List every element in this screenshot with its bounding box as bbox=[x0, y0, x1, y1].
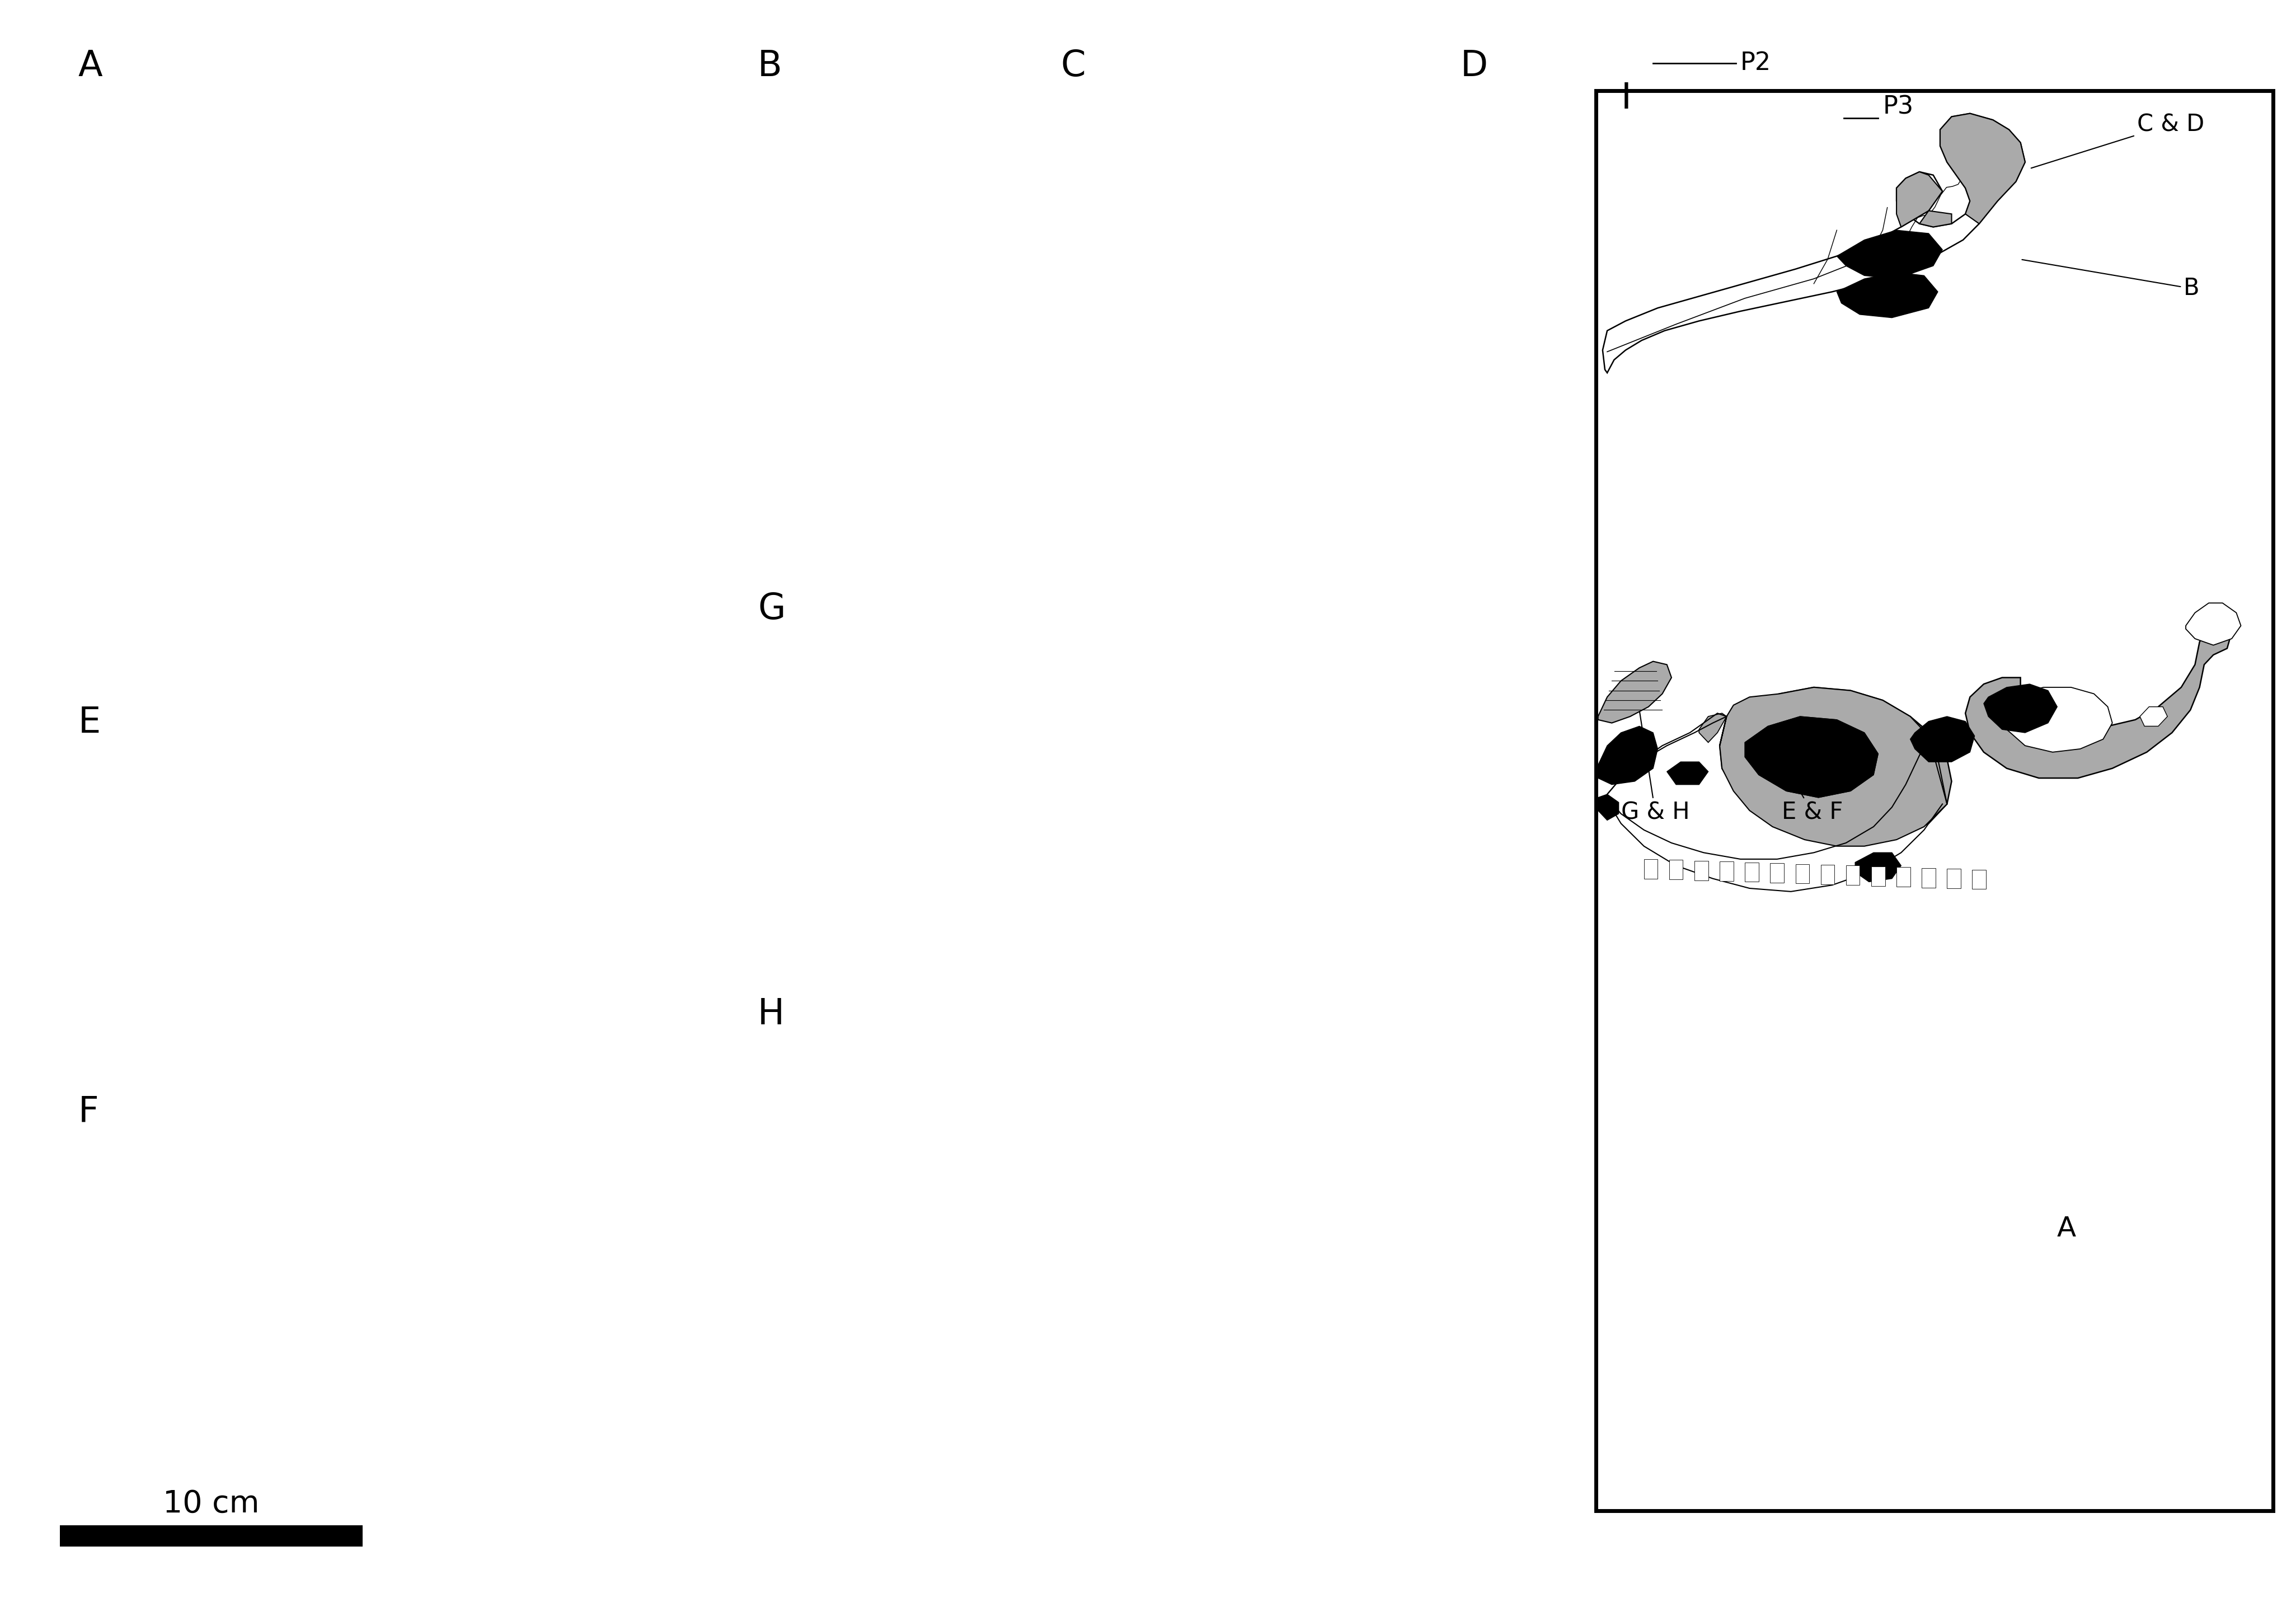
Text: P3: P3 bbox=[1883, 96, 1913, 118]
Polygon shape bbox=[1947, 869, 1961, 888]
Text: F: F bbox=[78, 1094, 99, 1128]
Polygon shape bbox=[1699, 713, 1727, 742]
Text: E & F: E & F bbox=[1768, 738, 1844, 825]
Bar bbox=[60, 1525, 363, 1546]
Text: C & D: C & D bbox=[2032, 112, 2204, 169]
Polygon shape bbox=[1965, 616, 2232, 778]
Polygon shape bbox=[1984, 684, 2057, 733]
Polygon shape bbox=[1598, 661, 1671, 723]
Text: H: H bbox=[758, 997, 785, 1031]
Text: E: E bbox=[78, 705, 101, 739]
Polygon shape bbox=[1603, 113, 2025, 373]
Polygon shape bbox=[1855, 853, 1901, 882]
Polygon shape bbox=[1745, 716, 1878, 798]
Polygon shape bbox=[1972, 870, 1986, 888]
Polygon shape bbox=[1745, 716, 1878, 798]
Polygon shape bbox=[1644, 859, 1658, 879]
Text: A: A bbox=[78, 49, 103, 83]
Polygon shape bbox=[1770, 864, 1784, 882]
Text: B: B bbox=[758, 49, 783, 83]
Polygon shape bbox=[2140, 707, 2167, 726]
Polygon shape bbox=[1922, 869, 1936, 888]
Polygon shape bbox=[1846, 866, 1860, 885]
Polygon shape bbox=[1598, 726, 1658, 785]
Polygon shape bbox=[1667, 762, 1708, 785]
Text: B: B bbox=[2023, 259, 2200, 300]
Polygon shape bbox=[1795, 864, 1809, 883]
Bar bbox=[1596, 91, 2273, 1511]
Polygon shape bbox=[1896, 867, 1910, 887]
Text: G & H: G & H bbox=[1621, 712, 1690, 825]
Polygon shape bbox=[1669, 859, 1683, 880]
Polygon shape bbox=[1694, 861, 1708, 880]
Text: 10 cm: 10 cm bbox=[163, 1488, 259, 1519]
Polygon shape bbox=[2002, 687, 2112, 752]
Polygon shape bbox=[1745, 862, 1759, 882]
Polygon shape bbox=[1910, 716, 1975, 762]
Polygon shape bbox=[1871, 866, 1885, 887]
Polygon shape bbox=[1821, 866, 1835, 885]
Polygon shape bbox=[1940, 113, 2025, 224]
Polygon shape bbox=[1720, 862, 1733, 882]
Polygon shape bbox=[1720, 687, 1952, 843]
Polygon shape bbox=[2186, 603, 2241, 645]
Polygon shape bbox=[1837, 272, 1938, 318]
Polygon shape bbox=[1598, 794, 1619, 820]
Polygon shape bbox=[1896, 172, 1952, 227]
Text: P2: P2 bbox=[1740, 52, 1770, 75]
Text: D: D bbox=[1460, 49, 1488, 83]
Text: G: G bbox=[758, 592, 785, 626]
Polygon shape bbox=[1837, 230, 1942, 279]
Polygon shape bbox=[1720, 687, 1947, 846]
Text: C: C bbox=[1061, 49, 1086, 83]
Polygon shape bbox=[1750, 733, 1828, 781]
Text: A: A bbox=[2057, 1216, 2076, 1242]
Text: I: I bbox=[1621, 81, 1632, 115]
